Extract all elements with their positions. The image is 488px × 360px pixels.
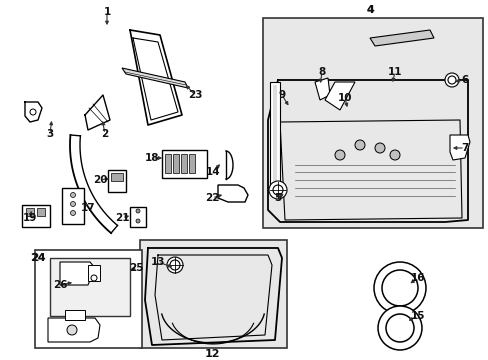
Text: 22: 22 — [204, 193, 219, 203]
Circle shape — [67, 325, 77, 335]
Polygon shape — [60, 262, 95, 285]
Circle shape — [167, 257, 183, 273]
Text: 13: 13 — [150, 257, 165, 267]
Polygon shape — [369, 30, 433, 46]
Bar — [263, 18, 482, 228]
Polygon shape — [122, 68, 187, 88]
Circle shape — [170, 260, 180, 270]
Bar — [26, 208, 34, 216]
Circle shape — [272, 185, 283, 195]
Text: 16: 16 — [410, 273, 425, 283]
Bar — [130, 207, 146, 227]
Text: 24: 24 — [31, 253, 45, 263]
Text: 25: 25 — [128, 263, 143, 273]
Text: 4: 4 — [366, 5, 373, 15]
Text: 15: 15 — [410, 311, 425, 321]
Bar — [50, 258, 130, 316]
Circle shape — [334, 150, 345, 160]
Bar — [181, 154, 186, 173]
Polygon shape — [314, 78, 329, 100]
Bar — [189, 154, 195, 173]
Text: 3: 3 — [46, 129, 54, 139]
Circle shape — [374, 143, 384, 153]
Circle shape — [91, 275, 97, 281]
Text: 4: 4 — [366, 5, 373, 15]
Text: 20: 20 — [93, 175, 107, 185]
Bar — [65, 310, 85, 320]
Bar — [111, 173, 123, 181]
Text: 26: 26 — [53, 280, 67, 290]
Circle shape — [70, 211, 75, 216]
Text: 21: 21 — [115, 213, 129, 223]
Polygon shape — [449, 135, 469, 160]
Text: 7: 7 — [460, 143, 468, 153]
Text: 1: 1 — [103, 7, 110, 17]
Circle shape — [136, 209, 140, 213]
Circle shape — [70, 193, 75, 198]
Polygon shape — [218, 185, 247, 202]
Bar — [140, 240, 286, 348]
Text: 11: 11 — [387, 67, 402, 77]
Text: 6: 6 — [461, 75, 468, 85]
Text: 5: 5 — [274, 193, 281, 203]
Circle shape — [30, 109, 36, 115]
Text: 19: 19 — [23, 213, 37, 223]
Circle shape — [268, 181, 286, 199]
Circle shape — [381, 270, 417, 306]
Bar — [62, 188, 84, 224]
Bar — [164, 154, 171, 173]
Bar — [35, 250, 142, 348]
Polygon shape — [325, 82, 354, 110]
Circle shape — [377, 306, 421, 350]
Bar — [37, 208, 45, 216]
Text: 24: 24 — [30, 253, 46, 263]
Polygon shape — [48, 318, 100, 342]
Circle shape — [447, 76, 455, 84]
Text: 23: 23 — [187, 90, 202, 100]
Circle shape — [373, 262, 425, 314]
Bar — [22, 205, 50, 227]
Text: 17: 17 — [81, 203, 95, 213]
Circle shape — [70, 202, 75, 207]
Circle shape — [136, 219, 140, 223]
Text: 9: 9 — [278, 90, 285, 100]
Circle shape — [354, 140, 364, 150]
Circle shape — [385, 314, 413, 342]
Text: 10: 10 — [337, 93, 351, 103]
Circle shape — [444, 73, 458, 87]
Circle shape — [389, 150, 399, 160]
Text: 2: 2 — [101, 129, 108, 139]
Bar — [173, 154, 179, 173]
Text: 14: 14 — [205, 167, 220, 177]
Bar — [272, 85, 276, 184]
Bar — [88, 265, 100, 281]
Bar — [162, 150, 206, 178]
Text: 18: 18 — [144, 153, 159, 163]
Text: 8: 8 — [318, 67, 325, 77]
Bar — [108, 170, 126, 192]
Text: 12: 12 — [204, 349, 219, 359]
Bar — [269, 82, 280, 187]
